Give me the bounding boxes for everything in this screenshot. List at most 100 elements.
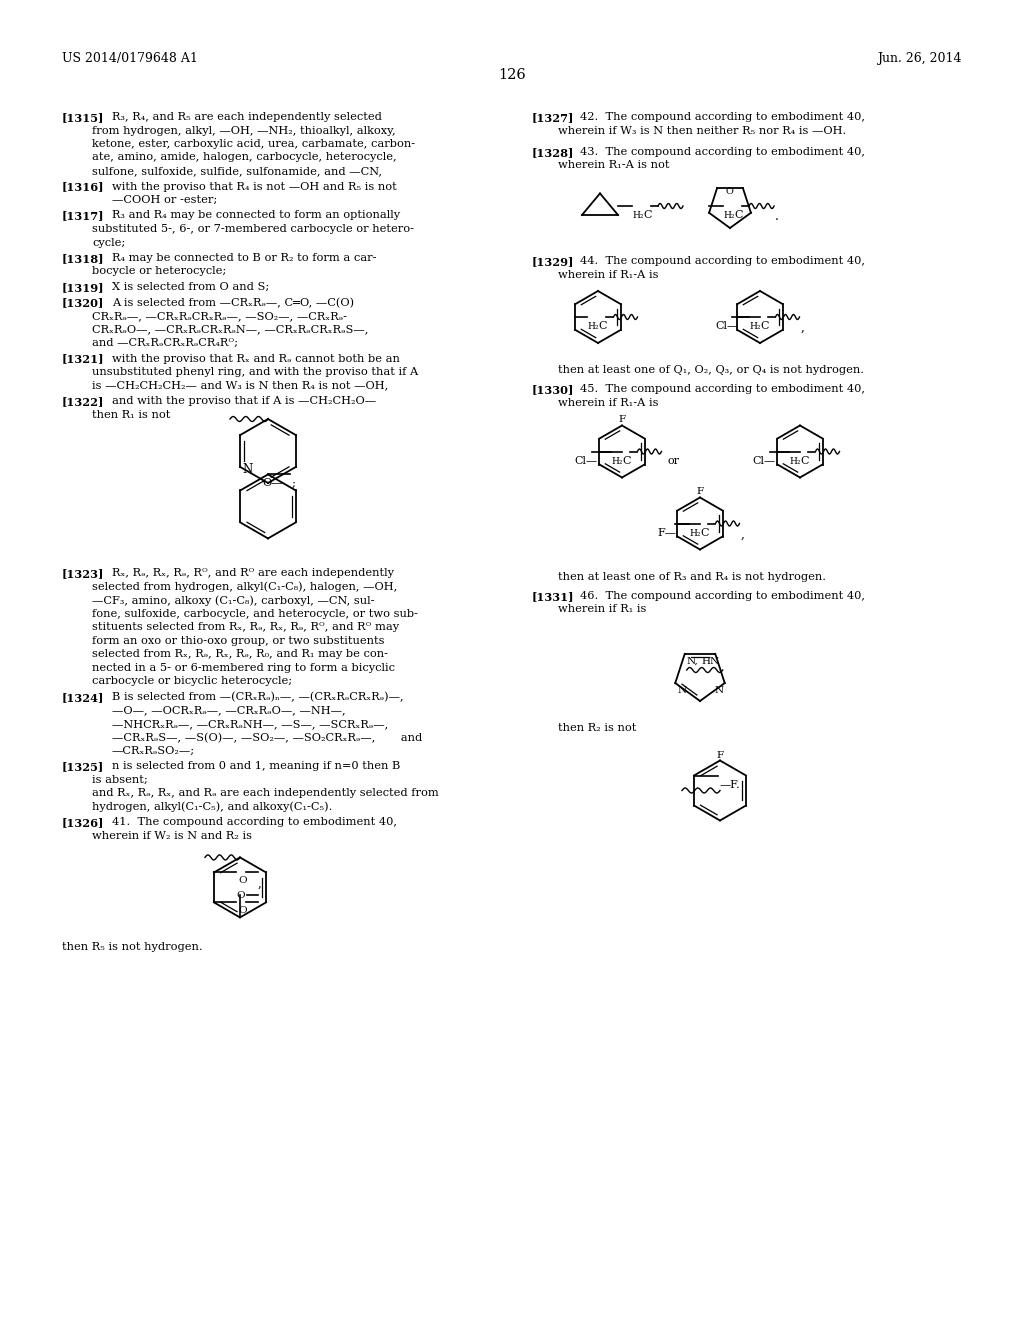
Text: wherein if W₃ is N then neither R₅ nor R₄ is —OH.: wherein if W₃ is N then neither R₅ nor R… [558,125,846,136]
Text: N,: N, [687,657,698,667]
Text: 126: 126 [498,69,526,82]
Text: ,: , [258,876,262,890]
Text: [1331]: [1331] [532,591,574,602]
Text: n is selected from 0 and 1, meaning if n=0 then B: n is selected from 0 and 1, meaning if n… [112,762,400,771]
Text: bocycle or heterocycle;: bocycle or heterocycle; [92,267,226,276]
Text: H₂: H₂ [632,211,643,220]
Text: .: . [775,210,779,223]
Text: [1326]: [1326] [62,817,104,829]
Text: Cl—: Cl— [715,321,738,331]
Text: [1327]: [1327] [532,112,574,123]
Text: Jun. 26, 2014: Jun. 26, 2014 [878,51,962,65]
Text: O: O [238,907,247,916]
Text: H₂: H₂ [689,528,701,537]
Text: 43.  The compound according to embodiment 40,: 43. The compound according to embodiment… [580,147,865,157]
Text: from hydrogen, alkyl, —OH, —NH₂, thioalkyl, alkoxy,: from hydrogen, alkyl, —OH, —NH₂, thioalk… [92,125,395,136]
Text: [1317]: [1317] [62,210,104,222]
Text: [1329]: [1329] [532,256,574,267]
Text: then R₂ is not: then R₂ is not [558,723,636,733]
Text: 44.  The compound according to embodiment 40,: 44. The compound according to embodiment… [580,256,865,267]
Text: A is selected from —CRₓRₔ—, C═O, —C(O): A is selected from —CRₓRₔ—, C═O, —C(O) [112,297,354,308]
Text: 41.  The compound according to embodiment 40,: 41. The compound according to embodiment… [112,817,397,828]
Text: stituents selected from Rₓ, Rₔ, Rₓ, Rₔ, Rᴼ, and Rᴼ may: stituents selected from Rₓ, Rₔ, Rₓ, Rₔ, … [92,623,399,632]
Text: nected in a 5- or 6-membered ring to form a bicyclic: nected in a 5- or 6-membered ring to for… [92,663,395,673]
Text: ,: , [740,528,744,540]
Text: selected from hydrogen, alkyl(C₁-C₈), halogen, —OH,: selected from hydrogen, alkyl(C₁-C₈), ha… [92,582,397,593]
Text: R₃ and R₄ may be connected to form an optionally: R₃ and R₄ may be connected to form an op… [112,210,400,220]
Text: [1322]: [1322] [62,396,104,407]
Text: wherein if W₂ is N and R₂ is: wherein if W₂ is N and R₂ is [92,830,252,841]
Text: O: O [238,876,247,886]
Text: ketone, ester, carboxylic acid, urea, carbamate, carbon-: ketone, ester, carboxylic acid, urea, ca… [92,139,415,149]
Text: or: or [668,455,680,466]
Text: H₂: H₂ [611,457,623,466]
Text: and Rₓ, Rₔ, Rₓ, and Rₔ are each independently selected from: and Rₓ, Rₔ, Rₓ, and Rₔ are each independ… [92,788,438,799]
Text: —CRₓRₔSO₂—;: —CRₓRₔSO₂—; [112,746,196,756]
Text: [1324]: [1324] [62,692,104,704]
Text: then at least one of R₃ and R₄ is not hydrogen.: then at least one of R₃ and R₄ is not hy… [558,572,826,582]
Text: C: C [700,528,709,537]
Text: HN: HN [701,657,720,667]
Text: X is selected from O and S;: X is selected from O and S; [112,282,269,292]
Text: then R₁ is not: then R₁ is not [92,409,170,420]
Text: C: C [598,321,607,331]
Text: R₄ may be connected to B or R₂ to form a car-: R₄ may be connected to B or R₂ to form a… [112,253,377,263]
Text: [1316]: [1316] [62,181,104,193]
Text: [1320]: [1320] [62,297,104,309]
Text: B is selected from —(CRₓRₔ)ₙ—, —(CRₓRₔCRₓRₔ)—,: B is selected from —(CRₓRₔ)ₙ—, —(CRₓRₔCR… [112,692,403,702]
Text: selected from Rₓ, Rₔ, Rₓ, Rₔ, R₀, and R₁ may be con-: selected from Rₓ, Rₔ, Rₓ, Rₔ, R₀, and R₁… [92,649,388,660]
Text: unsubstituted phenyl ring, and with the proviso that if A: unsubstituted phenyl ring, and with the … [92,367,418,378]
Text: ate, amino, amide, halogen, carbocycle, heterocycle,: ate, amino, amide, halogen, carbocycle, … [92,153,396,162]
Text: sulfone, sulfoxide, sulfide, sulfonamide, and —CN,: sulfone, sulfoxide, sulfide, sulfonamide… [92,166,382,176]
Text: ;: ; [292,478,296,488]
Text: Rₓ, Rₔ, Rₓ, Rₔ, Rᴼ, and Rᴼ are each independently: Rₓ, Rₔ, Rₓ, Rₔ, Rᴼ, and Rᴼ are each inde… [112,569,394,578]
Text: R₃, R₄, and R₅ are each independently selected: R₃, R₄, and R₅ are each independently se… [112,112,382,121]
Text: C: C [734,210,742,220]
Text: 45.  The compound according to embodiment 40,: 45. The compound according to embodiment… [580,384,865,395]
Text: O: O [236,891,245,900]
Text: wherein if R₁-A is: wherein if R₁-A is [558,399,658,408]
Text: with the proviso that Rₓ and Rₔ cannot both be an: with the proviso that Rₓ and Rₔ cannot b… [112,354,400,363]
Text: US 2014/0179648 A1: US 2014/0179648 A1 [62,51,198,65]
Text: C: C [761,321,769,331]
Text: [1325]: [1325] [62,762,104,772]
Text: wherein R₁-A is not: wherein R₁-A is not [558,161,670,170]
Text: carbocycle or bicyclic heterocycle;: carbocycle or bicyclic heterocycle; [92,676,292,686]
Text: F: F [618,416,625,425]
Text: 46.  The compound according to embodiment 40,: 46. The compound according to embodiment… [580,591,865,601]
Text: N: N [715,686,724,696]
Text: hydrogen, alkyl(C₁-C₅), and alkoxy(C₁-C₅).: hydrogen, alkyl(C₁-C₅), and alkoxy(C₁-C₅… [92,803,333,813]
Text: CRₓRₔ—, —CRₓRₔCRₓRₔ—, —SO₂—, —CRₓRₔ‐: CRₓRₔ—, —CRₓRₔCRₓRₔ—, —SO₂—, —CRₓRₔ‐ [92,312,347,321]
Text: [1319]: [1319] [62,282,104,293]
Text: —O—, —OCRₓRₔ—, —CRₓRₔO—, —NH—,: —O—, —OCRₓRₔ—, —CRₓRₔO—, —NH—, [112,705,346,715]
Text: C: C [801,455,809,466]
Text: and with the proviso that if A is —CH₂CH₂O—: and with the proviso that if A is —CH₂CH… [112,396,376,407]
Text: O—: O— [262,478,283,488]
Text: then at least one of Q₁, O₂, Q₃, or Q₄ is not hydrogen.: then at least one of Q₁, O₂, Q₃, or Q₄ i… [558,366,864,375]
Text: H₂: H₂ [588,322,599,331]
Text: C: C [643,210,651,220]
Text: cycle;: cycle; [92,238,125,248]
Text: wherein if R₁ is: wherein if R₁ is [558,605,646,615]
Text: [1315]: [1315] [62,112,104,123]
Text: form an oxo or thio-oxo group, or two substituents: form an oxo or thio-oxo group, or two su… [92,636,384,645]
Text: then R₅ is not hydrogen.: then R₅ is not hydrogen. [62,942,203,953]
Text: [1328]: [1328] [532,147,574,158]
Text: [1330]: [1330] [532,384,574,396]
Text: and —CRₓRₔCRₓRₔCR₄Rᴼ;: and —CRₓRₔCRₓRₔCR₄Rᴼ; [92,338,238,348]
Text: F: F [716,751,723,759]
Text: H₂: H₂ [750,322,761,331]
Text: F: F [696,487,703,496]
Text: fone, sulfoxide, carbocycle, and heterocycle, or two sub-: fone, sulfoxide, carbocycle, and heteroc… [92,609,418,619]
Text: —F.: —F. [719,780,739,789]
Text: [1321]: [1321] [62,354,104,364]
Text: [1318]: [1318] [62,253,104,264]
Text: ,: , [801,321,805,334]
Text: F—: F— [657,528,676,537]
Text: CRₓRₔO—, —CRₓRₔCRₓRₔN—, —CRₓRₔCRₓRₔS—,: CRₓRₔO—, —CRₓRₔCRₓRₔN—, —CRₓRₔCRₓRₔS—, [92,325,369,334]
Text: wherein if R₁-A is: wherein if R₁-A is [558,269,658,280]
Text: —CF₃, amino, alkoxy (C₁-C₈), carboxyl, —CN, sul-: —CF₃, amino, alkoxy (C₁-C₈), carboxyl, —… [92,595,375,606]
Text: —CRₓRₔS—, —S(O)—, —SO₂—, —SO₂CRₓRₔ—,       and: —CRₓRₔS—, —S(O)—, —SO₂—, —SO₂CRₓRₔ—, and [112,733,422,743]
Text: H₂: H₂ [723,211,734,220]
Text: substituted 5-, 6-, or 7-membered carbocycle or hetero-: substituted 5-, 6-, or 7-membered carboc… [92,224,414,234]
